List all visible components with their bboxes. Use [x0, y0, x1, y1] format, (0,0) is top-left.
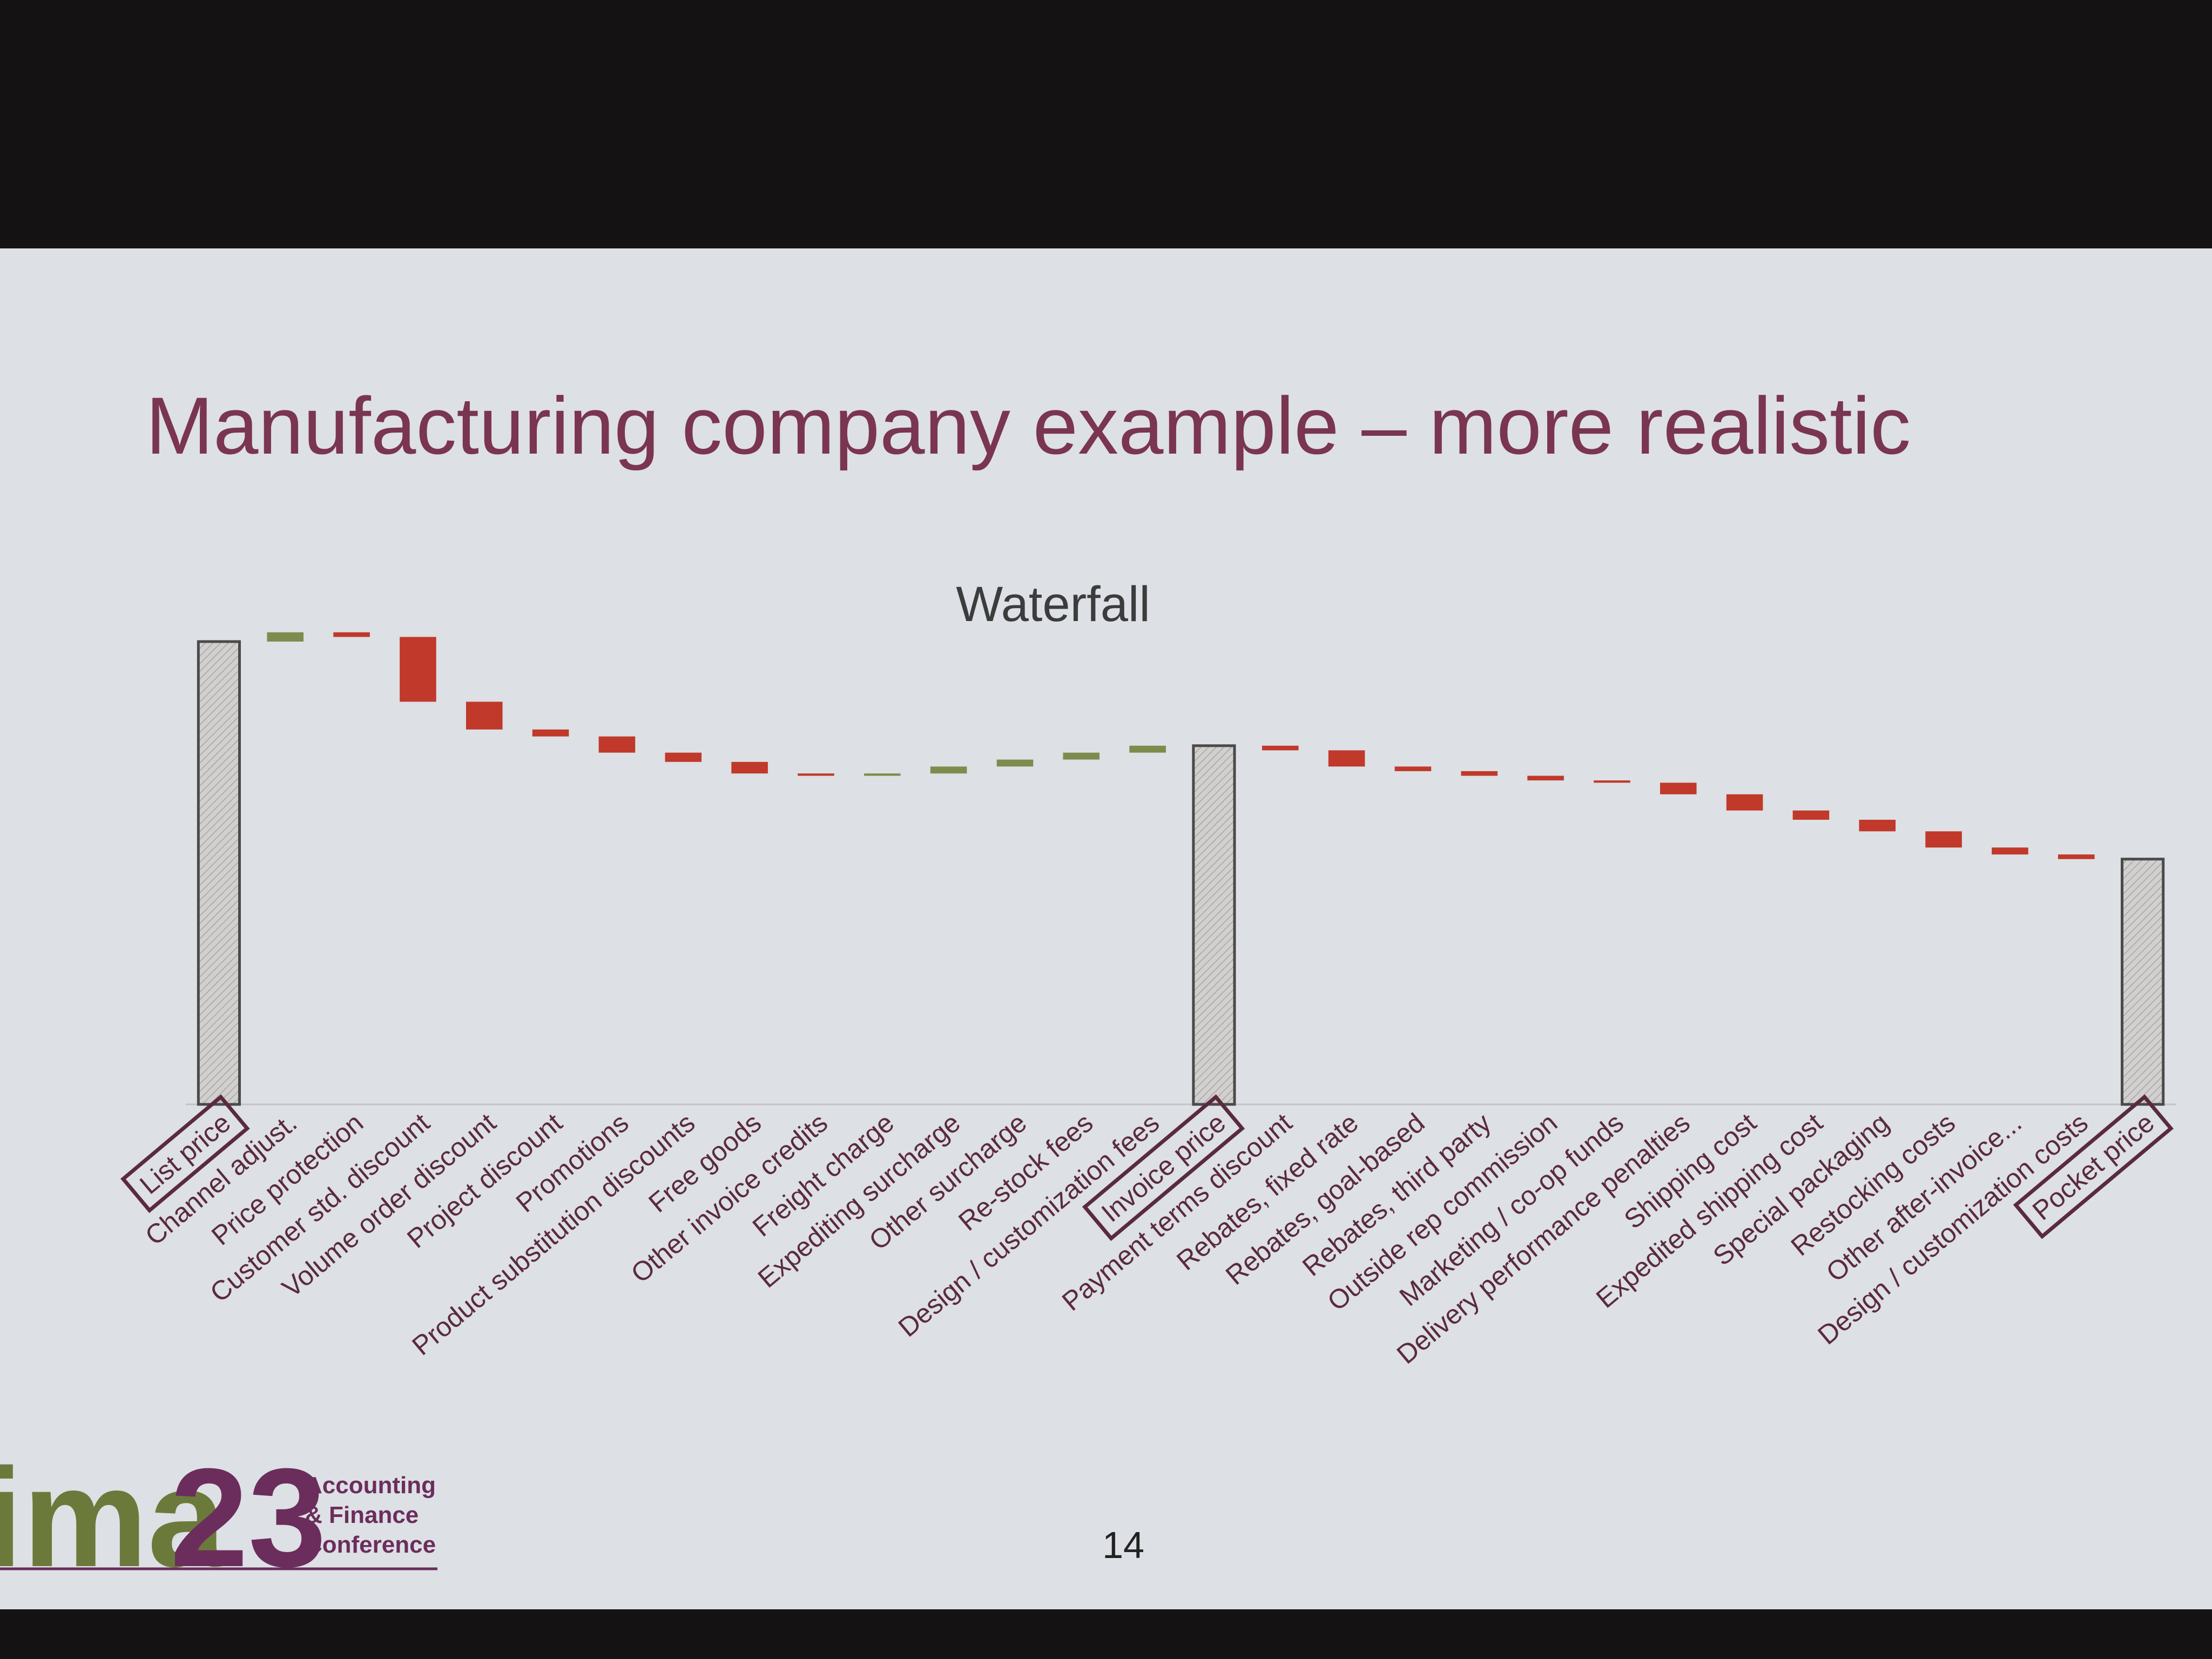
step-bar — [1129, 745, 1166, 753]
logo-ima: ima — [0, 1440, 227, 1596]
slide-title: Manufacturing company example – more rea… — [146, 380, 1911, 471]
step-bar — [1394, 766, 1432, 771]
step-bar — [665, 752, 702, 762]
total-label-box — [120, 1094, 250, 1213]
step-bar — [930, 766, 967, 774]
total-bar — [2121, 858, 2165, 1106]
total-bar — [1192, 744, 1236, 1106]
step-bar — [1063, 752, 1100, 760]
step-bar — [1859, 819, 1896, 832]
total-label-box — [2013, 1094, 2174, 1239]
step-bar — [1594, 780, 1630, 783]
step-bar — [2058, 854, 2095, 859]
step-bar — [864, 773, 901, 776]
step-bar — [598, 736, 636, 753]
screen — [0, 248, 2212, 1609]
step-bar — [731, 761, 768, 774]
step-bar — [532, 729, 569, 737]
step-bar — [466, 702, 503, 730]
step-bar — [1925, 831, 1962, 848]
step-bar — [1328, 750, 1365, 767]
step-bar — [1461, 771, 1498, 776]
step-bar — [798, 773, 834, 776]
step-bar — [400, 637, 436, 702]
step-bar — [1262, 745, 1299, 751]
total-label-box — [1082, 1094, 1245, 1242]
logo-line: & Finance — [305, 1502, 419, 1528]
step-bar — [1792, 810, 1830, 820]
logo-line: Conference — [305, 1532, 436, 1558]
logo-line: Accounting — [305, 1472, 436, 1499]
step-bar — [1726, 794, 1763, 811]
step-bar — [1992, 847, 2028, 855]
step-bar — [996, 759, 1034, 767]
page-number: 14 — [1102, 1524, 1144, 1566]
bars — [197, 632, 2165, 1106]
step-bar — [1527, 775, 1564, 781]
step-bar — [333, 632, 370, 637]
logo-23: 23 — [170, 1440, 326, 1596]
chart-title: Waterfall — [956, 577, 1150, 632]
step-bar — [1660, 783, 1697, 794]
step-bar — [267, 632, 304, 642]
total-bar — [197, 640, 241, 1106]
